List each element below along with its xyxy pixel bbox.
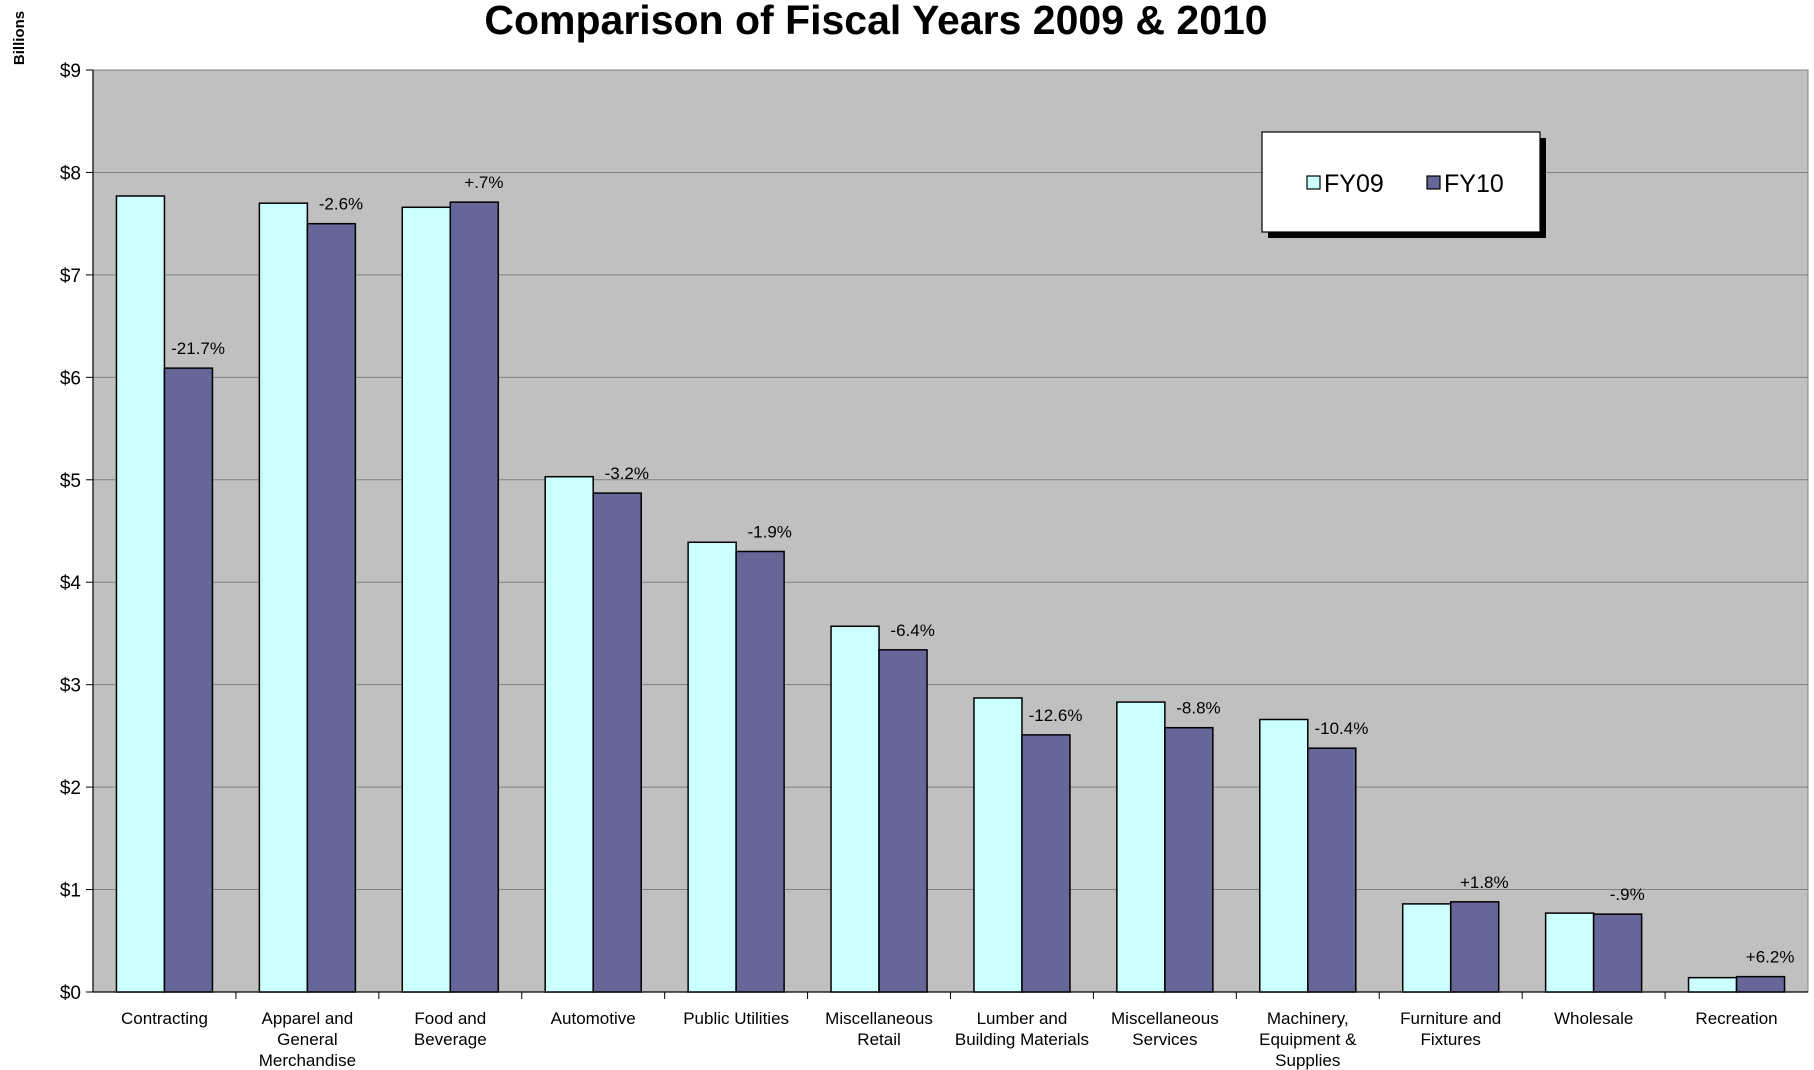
category-label: Miscellaneous Services bbox=[1111, 1009, 1219, 1049]
category-label: Furniture and Fixtures bbox=[1400, 1009, 1501, 1049]
bar-fy10 bbox=[878, 649, 928, 993]
y-tick-label: $0 bbox=[60, 983, 81, 1004]
bar-fy10 bbox=[1449, 901, 1500, 993]
bar-fy09 bbox=[401, 206, 452, 993]
category-label: Contracting bbox=[121, 1009, 208, 1028]
category-label-line: Lumber and bbox=[977, 1009, 1068, 1028]
legend-swatch bbox=[1426, 175, 1441, 190]
y-tick-label: $4 bbox=[60, 573, 82, 594]
bar-fy09 bbox=[1687, 976, 1738, 993]
category-label-line: Machinery, bbox=[1267, 1009, 1349, 1028]
bar-fy09 bbox=[687, 541, 737, 993]
category-label-line: Fixtures bbox=[1420, 1030, 1480, 1049]
category-label-line: Supplies bbox=[1275, 1051, 1340, 1070]
y-tick-label: $7 bbox=[60, 266, 81, 287]
bar-fy10 bbox=[306, 222, 357, 993]
category-label-line: Food and bbox=[414, 1009, 486, 1028]
legend: FY09 FY10 bbox=[1261, 131, 1546, 238]
bar-fy09 bbox=[1259, 718, 1309, 993]
category-label-line: Beverage bbox=[414, 1030, 487, 1049]
category-label-line: Retail bbox=[857, 1030, 900, 1049]
category-label-line: Building Materials bbox=[955, 1030, 1089, 1049]
category-label-line: Furniture and bbox=[1400, 1009, 1501, 1028]
chart-title: Comparison of Fiscal Years 2009 & 2010 bbox=[484, 0, 1267, 43]
bar-fy10 bbox=[1307, 747, 1357, 993]
bar-fy09 bbox=[544, 475, 594, 993]
y-axis-label: Billions bbox=[11, 11, 28, 65]
category-label-line: Recreation bbox=[1695, 1009, 1777, 1028]
bar-fy10 bbox=[163, 367, 214, 993]
bar-fy10 bbox=[735, 550, 785, 993]
y-tick-label: $2 bbox=[60, 778, 81, 799]
category-label-line: Miscellaneous bbox=[1111, 1009, 1219, 1028]
data-label: +.7% bbox=[464, 173, 503, 192]
y-tick-label: $6 bbox=[60, 368, 81, 389]
category-label: Miscellaneous Retail bbox=[825, 1009, 933, 1049]
bar-fy10 bbox=[449, 201, 500, 993]
category-label: Food and Beverage bbox=[414, 1009, 487, 1049]
category-label-line: Public Utilities bbox=[683, 1009, 789, 1028]
data-label: -8.8% bbox=[1176, 699, 1220, 718]
category-label: Recreation bbox=[1695, 1009, 1777, 1028]
bar-fy09 bbox=[1116, 701, 1166, 993]
category-label-line: Services bbox=[1132, 1030, 1197, 1049]
bar-fy09 bbox=[1544, 912, 1595, 993]
data-label: -10.4% bbox=[1314, 719, 1368, 738]
category-label: Public Utilities bbox=[683, 1009, 789, 1028]
category-label-line: Contracting bbox=[121, 1009, 208, 1028]
y-tick-label: $5 bbox=[60, 471, 81, 492]
category-label: Lumber and Building Materials bbox=[955, 1009, 1089, 1049]
category-label-line: General bbox=[277, 1030, 337, 1049]
legend-swatch bbox=[1306, 175, 1321, 190]
bar-fy09 bbox=[115, 195, 166, 993]
data-label: -.9% bbox=[1610, 885, 1645, 904]
data-label: +6.2% bbox=[1746, 948, 1795, 967]
data-label: -1.9% bbox=[748, 522, 792, 541]
category-label-line: Apparel and bbox=[262, 1009, 354, 1028]
y-tick-label: $8 bbox=[60, 163, 81, 184]
data-label: -2.6% bbox=[319, 195, 363, 214]
bar-fy09 bbox=[830, 625, 880, 993]
data-label: -21.7% bbox=[171, 339, 225, 358]
legend-label: FY10 bbox=[1444, 170, 1504, 198]
bar-fy10 bbox=[1735, 975, 1786, 993]
category-label-line: Wholesale bbox=[1554, 1009, 1633, 1028]
bar-fy10 bbox=[1592, 913, 1643, 993]
y-tick-label: $3 bbox=[60, 676, 81, 697]
bar-fy09 bbox=[1401, 903, 1452, 993]
category-label: Automotive bbox=[551, 1009, 636, 1028]
category-label: Wholesale bbox=[1554, 1009, 1633, 1028]
bar-fy09 bbox=[973, 697, 1023, 993]
category-label: Apparel and General Merchandise bbox=[259, 1009, 356, 1070]
data-label: +1.8% bbox=[1460, 873, 1509, 892]
data-label: -6.4% bbox=[890, 621, 934, 640]
data-label: -3.2% bbox=[605, 464, 649, 483]
category-label: Machinery, Equipment & Supplies bbox=[1259, 1009, 1357, 1070]
category-label-line: Automotive bbox=[551, 1009, 636, 1028]
bar-fy10 bbox=[592, 492, 642, 993]
data-label: -12.6% bbox=[1029, 706, 1083, 725]
y-tick-label: $9 bbox=[60, 61, 81, 82]
y-tick-label: $1 bbox=[60, 881, 81, 902]
category-label-line: Miscellaneous bbox=[825, 1009, 933, 1028]
bar-fy09 bbox=[258, 202, 309, 993]
category-label-line: Merchandise bbox=[259, 1051, 356, 1070]
bar-fy10 bbox=[1164, 726, 1214, 993]
legend-label: FY09 bbox=[1324, 170, 1384, 198]
category-label-line: Equipment & bbox=[1259, 1030, 1357, 1049]
bar-fy10 bbox=[1021, 734, 1071, 993]
